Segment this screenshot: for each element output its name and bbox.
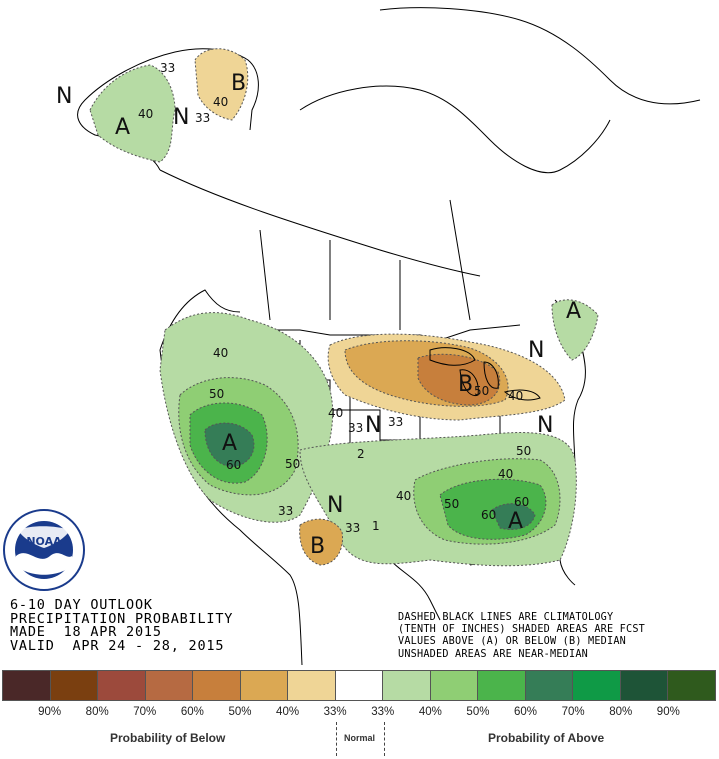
great-lakes (429, 347, 541, 401)
contour-label: 60 (514, 495, 529, 509)
legend-below-caption: Probability of Below (110, 731, 226, 745)
contour-label: 40 (213, 346, 228, 360)
legend-swatch (525, 671, 574, 700)
map-notes: DASHED BLACK LINES ARE CLIMATOLOGY (TENTH… (398, 612, 645, 661)
legend-color-bar (2, 670, 716, 701)
glakes-b-letter: B (458, 372, 473, 397)
outlook-valid-range: VALID APR 24 - 28, 2015 (10, 637, 225, 654)
ne-above-region (551, 299, 599, 361)
legend-label: 33% (371, 706, 395, 718)
contour-label: 50 (444, 497, 459, 511)
contour-label: 40 (213, 95, 228, 109)
legend-divider (336, 722, 337, 756)
contour-label: 33 (348, 421, 363, 435)
contour-label: 50 (209, 387, 224, 401)
legend-swatch (288, 671, 336, 700)
ak-n-mid-letter: N (173, 105, 189, 130)
legend-swatch (145, 671, 194, 700)
forecast-map: N A N B A B A N N N A N B 33 40 40 33 40… (3, 7, 701, 666)
se-above-70-region (491, 503, 536, 530)
legend-label: 40% (276, 706, 300, 718)
ak-a-letter: A (115, 115, 130, 140)
legend-above-caption: Probability of Above (488, 731, 605, 745)
outlook-title: 6-10 DAY OUTLOOK (10, 597, 153, 613)
se-a-letter: A (508, 509, 523, 534)
legend-label: 70% (133, 706, 157, 718)
contour-label: 40 (396, 489, 411, 503)
legend-swatch (98, 671, 146, 700)
contour-label: 33 (345, 521, 360, 535)
legend-label: 90% (38, 706, 62, 718)
noaa-logo: NOAA (3, 509, 85, 591)
glakes-below-50-region (417, 353, 501, 406)
contour-label: 1 (372, 519, 380, 533)
outlook-made-date: MADE 18 APR 2015 (10, 624, 162, 641)
legend-swatch (573, 671, 621, 700)
ne-n-letter: N (528, 338, 544, 363)
contour-label: 50 (516, 444, 531, 458)
legend-label: 50% (228, 706, 252, 718)
sw-below-region (299, 518, 344, 566)
legend-label: 80% (609, 706, 633, 718)
legend-swatch (383, 671, 431, 700)
ne-a-letter: A (566, 299, 581, 324)
contour-label: 33 (195, 111, 210, 125)
contour-label: 40 (138, 107, 153, 121)
alaska-below-region (194, 48, 249, 121)
legend-normal-caption: Normal (344, 733, 376, 743)
mid-n-letter: N (365, 413, 381, 438)
legend-label: 80% (85, 706, 109, 718)
legend-swatch (335, 671, 384, 700)
contour-label: 50 (285, 457, 300, 471)
alaska-above-region (89, 64, 176, 163)
contour-label: 60 (481, 508, 496, 522)
legend-swatch (240, 671, 289, 700)
legend-labels: 90% 80% 70% 60% 50% 40% 33% 33% 40% 50% 60% 70% 80% 9… (2, 706, 716, 720)
legend-label: 40% (418, 706, 442, 718)
legend-label: 60% (514, 706, 538, 718)
contour-label: 40 (508, 389, 523, 403)
contour-label: 2 (357, 447, 365, 461)
east-n-letter: N (537, 413, 553, 438)
legend-label: 60% (180, 706, 204, 718)
sw-n-letter: N (327, 493, 343, 518)
ak-n-west-letter: N (56, 84, 72, 109)
contour-label: 40 (328, 406, 343, 420)
legend-label: 90% (656, 706, 680, 718)
legend-label: 50% (466, 706, 490, 718)
note-line: (TENTH OF INCHES) SHADED AREAS ARE FCST (398, 624, 646, 636)
legend-swatch (478, 671, 526, 700)
outlook-info: 6-10 DAY OUTLOOK PRECIPITATION PROBABILIT… (10, 597, 234, 654)
contour-label: 33 (278, 504, 293, 518)
ak-b-letter: B (231, 71, 246, 96)
note-line: VALUES ABOVE (A) OR BELOW (B) MEDIAN (398, 636, 627, 648)
legend-swatch (50, 671, 99, 700)
contour-label: 60 (226, 458, 241, 472)
legend-swatch (193, 671, 241, 700)
map-canvas: N A N B A B A N N N A N B 33 40 40 33 40… (3, 7, 701, 666)
legend-swatch (430, 671, 479, 700)
legend-swatch (3, 671, 51, 700)
legend-label: 70% (561, 706, 585, 718)
note-line: UNSHADED AREAS ARE NEAR-MEDIAN (398, 648, 589, 660)
legend-label: 33% (323, 706, 347, 718)
sw-b-letter: B (310, 534, 325, 559)
west-above-70-region (204, 422, 255, 468)
contour-label: 40 (498, 467, 513, 481)
legend-swatch (668, 671, 715, 700)
note-line: DASHED BLACK LINES ARE CLIMATOLOGY (398, 612, 614, 623)
contour-label: 50 (474, 384, 489, 398)
contour-label: 33 (160, 61, 175, 75)
legend-divider (384, 722, 385, 756)
noaa-logo-text: NOAA (26, 535, 62, 548)
outlook-subtitle: PRECIPITATION PROBABILITY (10, 610, 234, 627)
legend-swatch (620, 671, 669, 700)
contour-label: 33 (388, 415, 403, 429)
west-a-letter: A (222, 431, 237, 456)
